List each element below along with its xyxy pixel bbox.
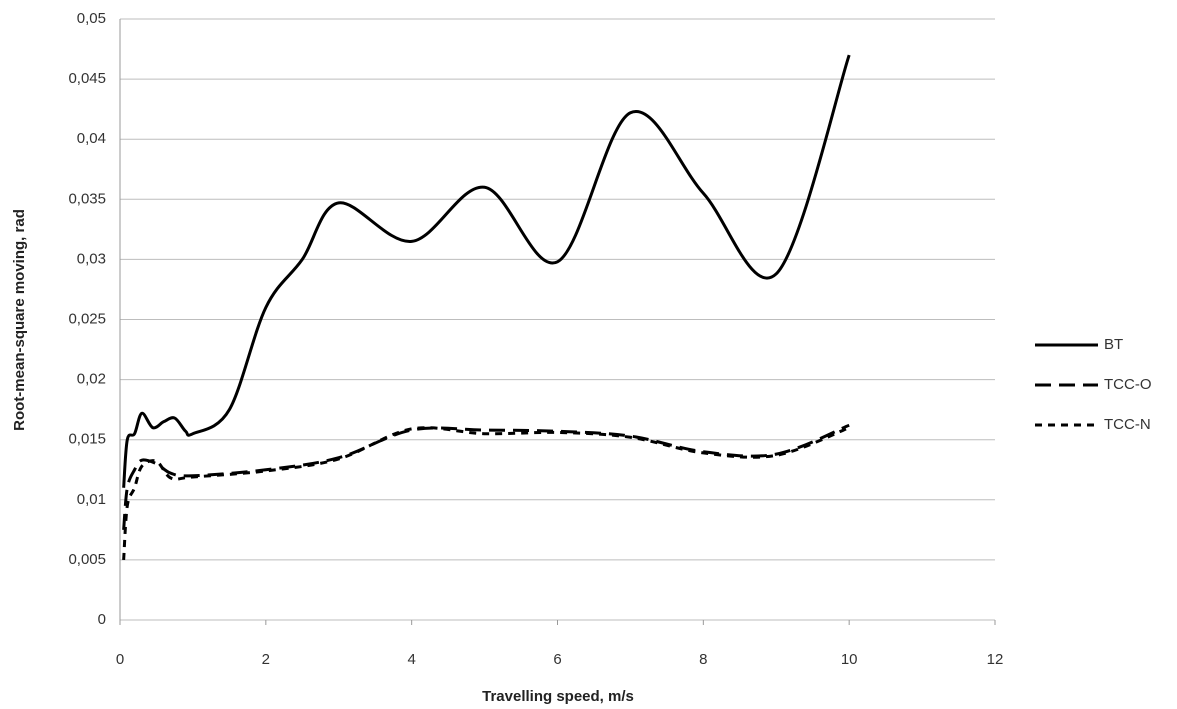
y-tick-label: 0,025 [68,310,106,327]
series-line [122,54,851,488]
y-tick-label: 0,05 [77,10,106,27]
x-tick-label: 12 [987,651,1004,668]
x-tick-label: 0 [116,651,124,668]
x-axis-title: Travelling speed, m/s [482,688,634,705]
y-tick-label: 0,005 [68,551,106,568]
x-tick-label: 8 [699,651,707,668]
y-tick-label: 0,035 [68,190,106,207]
y-tick-label: 0,01 [77,491,106,508]
y-tick-label: 0,02 [77,371,106,388]
x-tick-label: 2 [262,651,270,668]
legend-label: BT [1104,336,1123,353]
legend-label: TCC-N [1104,416,1151,433]
y-tick-label: 0,04 [77,130,106,147]
series-line [122,423,850,530]
series-line [122,426,850,561]
y-axis-title: Root-mean-square moving, rad [11,209,28,431]
y-tick-label: 0,03 [77,250,106,267]
legend-label: TCC-O [1104,376,1152,393]
x-tick-label: 4 [407,651,415,668]
y-tick-label: 0 [98,611,106,628]
x-tick-label: 10 [841,651,858,668]
y-tick-label: 0,045 [68,70,106,87]
y-tick-label: 0,015 [68,431,106,448]
x-tick-label: 6 [553,651,561,668]
